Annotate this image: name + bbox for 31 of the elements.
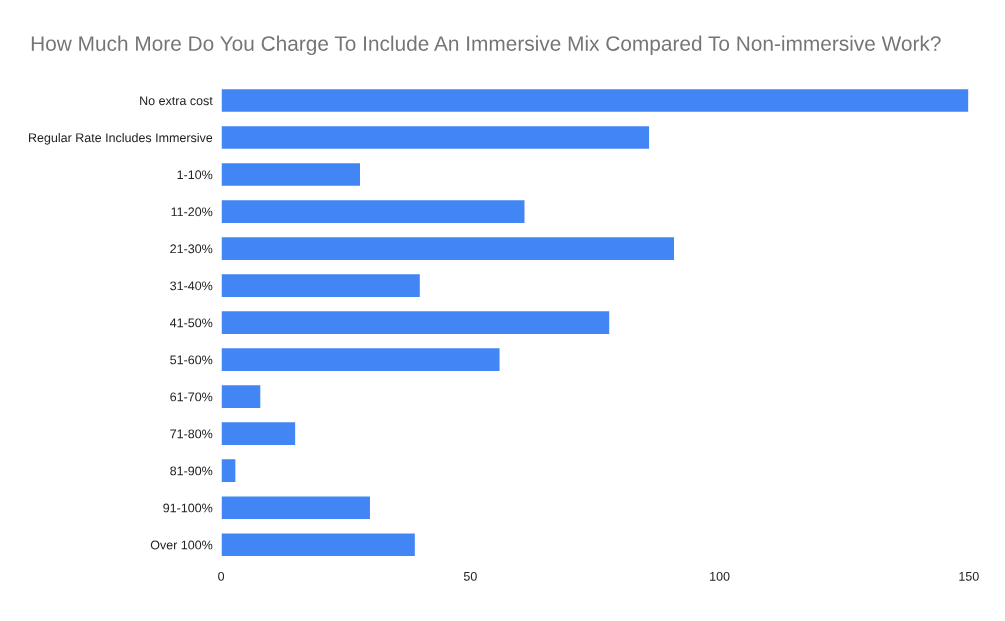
bar [221,272,422,299]
chart-title: How Much More Do You Charge To Include An Immersive Mix Compared To Non-immersive Work? [31,35,941,56]
y-tick-label: Over 100% [150,540,213,550]
y-tick-label: 51-60% [170,355,213,365]
bar [221,532,417,558]
bar [221,383,262,410]
x-tick-label: 0 [218,571,225,581]
bar [221,87,969,114]
y-tick-label: Regular Rate Includes Immersive [29,132,213,145]
y-tick-label: 31-40% [170,281,213,291]
y-tick-label: 71-80% [170,429,213,439]
bar [221,420,297,447]
x-tick-label: 100 [710,571,730,581]
y-tick-label: 61-70% [170,392,213,402]
bar [221,494,372,521]
bar [221,309,611,336]
x-tick-label: 150 [959,571,979,581]
x-tick-label: 50 [463,571,477,581]
bar [221,161,362,188]
bar [221,124,651,151]
bar [221,346,501,373]
y-tick-label: 81-90% [170,466,213,476]
bar [221,457,237,484]
bar [221,235,676,262]
y-tick-label: 21-30% [170,244,213,254]
y-tick-label: No extra cost [140,96,213,106]
y-tick-label: 91-100% [163,503,213,513]
y-tick-label: 1-10% [177,170,213,180]
bar [221,198,526,225]
y-tick-label: 11-20% [171,207,213,217]
y-tick-label: 41-50% [169,318,213,328]
